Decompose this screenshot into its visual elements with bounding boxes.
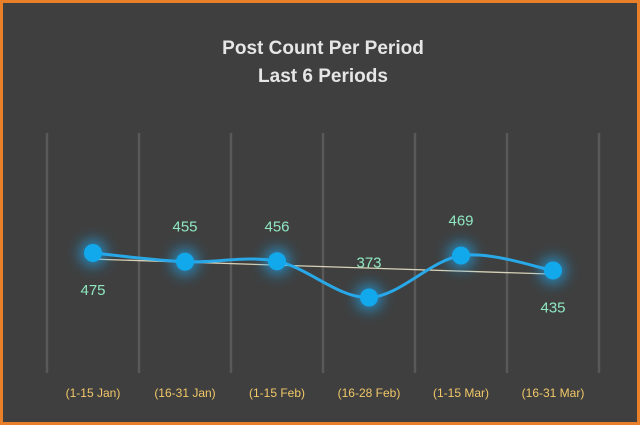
data-point-4 (452, 246, 470, 265)
data-point-2 (268, 252, 286, 271)
x-tick-label-5: (16-31 Mar) (522, 386, 585, 400)
x-axis-tick-labels: (1-15 Jan) (16-31 Jan) (1-15 Feb) (16-28 Fe… (66, 386, 585, 400)
data-point-0 (84, 244, 102, 262)
data-point-3 (360, 288, 378, 307)
chart-subtitle: Last 6 Periods (258, 66, 388, 87)
x-tick-label-1: (16-31 Jan) (154, 386, 215, 400)
chart-title: Post Count Per Period (222, 38, 424, 59)
x-tick-label-4: (1-15 Mar) (433, 386, 489, 400)
data-point-5 (544, 261, 562, 280)
data-label-1: 455 (172, 219, 197, 236)
post-count-line-chart: Post Count Per Period Last 6 Periods 475… (45, 38, 601, 400)
data-label-2: 456 (264, 218, 289, 235)
data-label-0: 475 (80, 282, 105, 299)
x-tick-label-0: (1-15 Jan) (66, 386, 121, 400)
data-labels: 475 455 456 373 469 435 (80, 213, 565, 317)
x-tick-label-3: (16-28 Feb) (338, 386, 401, 400)
gridlines (45, 133, 601, 373)
data-label-4: 469 (448, 213, 473, 230)
x-tick-label-2: (1-15 Feb) (249, 386, 305, 400)
data-label-3: 373 (356, 255, 381, 272)
data-label-5: 435 (540, 299, 565, 316)
data-point-1 (176, 252, 194, 271)
data-points (84, 244, 562, 307)
